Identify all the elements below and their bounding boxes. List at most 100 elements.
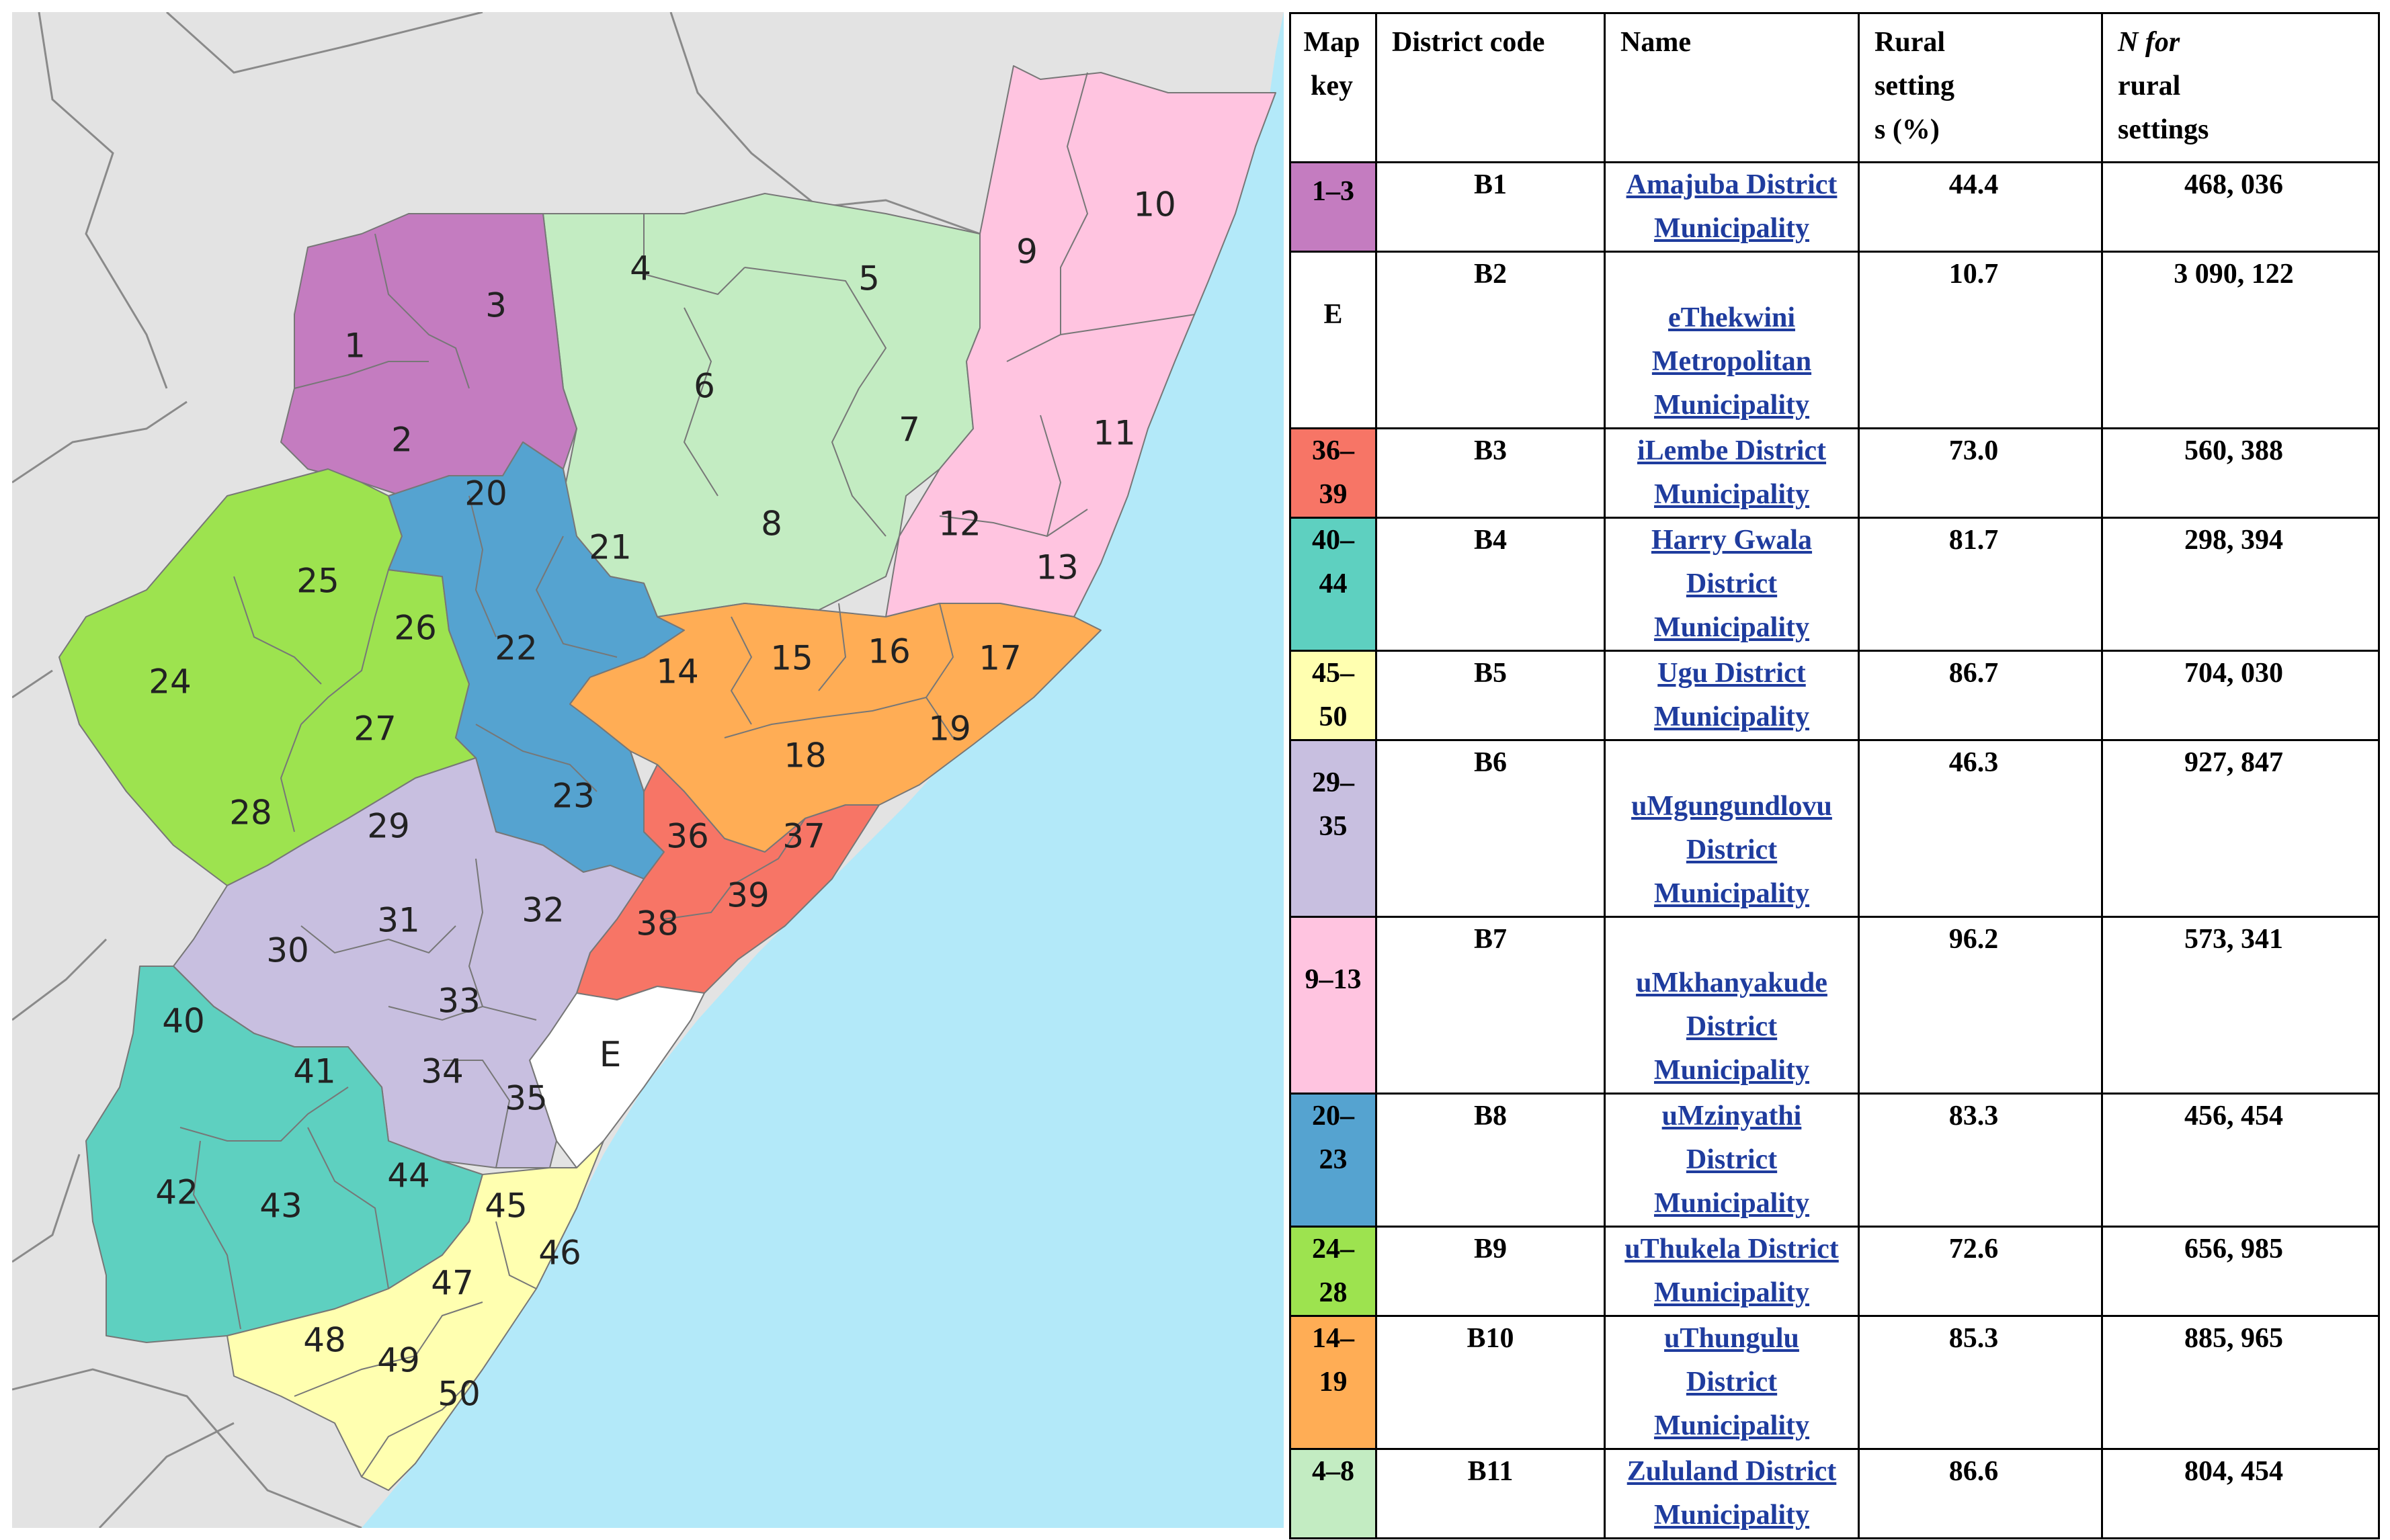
map-label-23: 23 (552, 777, 595, 816)
district-name-line: Municipality (1653, 390, 1810, 421)
district-name-link[interactable]: Harry Gwala District Municipality (1606, 519, 1858, 650)
map-key-text: 9–13 (1305, 964, 1362, 995)
district-name-link[interactable]: Amajuba District Municipality (1606, 163, 1858, 251)
n-rural-cell: 704, 030 (2101, 650, 2380, 741)
map-key-text: 39 (1319, 479, 1348, 510)
district-name-cell: Harry Gwala District Municipality (1604, 517, 1860, 652)
map-key-cell: 4–8 (1289, 1448, 1377, 1539)
district-name-link[interactable]: uMkhanyakude District Municipality (1606, 961, 1858, 1093)
map-label-8: 8 (761, 505, 782, 544)
district-name-cell: Ugu District Municipality (1604, 650, 1860, 741)
map-key-text: 40– (1312, 525, 1354, 556)
table-row: 45– 50 B5 Ugu District Municipality 86.7 704, … (1289, 650, 2380, 741)
map-label-40: 40 (162, 1002, 205, 1041)
district-name-link[interactable]: uMzinyathi District Municipality (1606, 1095, 1858, 1226)
map-label-4: 4 (630, 249, 651, 288)
district-name-link[interactable]: Ugu District Municipality (1606, 652, 1858, 739)
rural-percent-cell: 81.7 (1858, 517, 2103, 652)
n-rural-cell: 927, 847 (2101, 739, 2380, 918)
map-key-cell: 24– 28 (1289, 1226, 1377, 1317)
n-rural-cell: 468, 036 (2101, 161, 2380, 253)
map-key-cell: 1–3 (1289, 161, 1377, 253)
map-key-text: 50 (1319, 701, 1348, 732)
map-label-12: 12 (938, 505, 981, 544)
n-rural-cell: 560, 388 (2101, 427, 2380, 519)
map-key-cell: 29– 35 (1289, 739, 1377, 918)
map-label-30: 30 (266, 931, 309, 970)
map-key-text: 1–3 (1312, 176, 1354, 207)
map-label-46: 46 (538, 1234, 581, 1273)
rural-percent-cell: 83.3 (1858, 1093, 2103, 1228)
district-name-cell: uThukela District Municipality (1604, 1226, 1860, 1317)
header-district-code: District code (1375, 12, 1606, 163)
map-key-cell: E (1289, 251, 1377, 429)
district-name-line: Amajuba District (1626, 169, 1838, 200)
table-row: 24– 28 B9 uThukela District Municipality 72.6… (1289, 1226, 2380, 1317)
map-label-2: 2 (391, 421, 413, 460)
district-name-line: uThukela District (1624, 1234, 1839, 1265)
district-name-line: Municipality (1653, 213, 1810, 244)
district-name-cell: eThekwini Metropolitan Municipality (1604, 251, 1860, 429)
map-label-10: 10 (1133, 185, 1176, 224)
map-label-22: 22 (495, 629, 538, 668)
district-name-cell: uThungulu District Municipality (1604, 1315, 1860, 1450)
district-name-line: eThekwini (1667, 302, 1796, 333)
map-label-7: 7 (899, 411, 920, 450)
map-key-text: 4–8 (1312, 1456, 1354, 1487)
district-name-link[interactable]: uThukela District Municipality (1606, 1228, 1858, 1315)
district-code-cell: B3 (1375, 427, 1606, 519)
district-name-link[interactable]: eThekwini Metropolitan Municipality (1606, 296, 1858, 427)
district-name-line: District (1686, 1144, 1778, 1175)
map-label-E: E (600, 1035, 622, 1075)
map-key-text: 35 (1319, 811, 1348, 842)
n-rural-cell: 298, 394 (2101, 517, 2380, 652)
district-name-line: Municipality (1653, 612, 1810, 643)
district-name-line: Municipality (1653, 1055, 1810, 1086)
map-label-32: 32 (522, 891, 565, 930)
district-name-line: Municipality (1653, 479, 1810, 510)
map-label-16: 16 (868, 632, 911, 671)
district-code-cell: B5 (1375, 650, 1606, 741)
outside-borders (12, 12, 981, 1528)
district-name-line: Municipality (1653, 878, 1810, 909)
district-code-cell: B9 (1375, 1226, 1606, 1317)
table-row: 40– 44 B4 Harry Gwala District Municipality 81… (1289, 517, 2380, 652)
district-name-link[interactable]: iLembe District Municipality (1606, 429, 1858, 517)
map-key-cell: 36– 39 (1289, 427, 1377, 519)
map-label-35: 35 (505, 1079, 548, 1118)
map-label-33: 33 (438, 982, 481, 1021)
district-name-link[interactable]: Zululand District Municipality (1606, 1450, 1858, 1537)
district-code-cell: B7 (1375, 916, 1606, 1095)
map-label-5: 5 (858, 259, 880, 298)
map-key-text: E (1323, 299, 1343, 330)
district-name-line: District (1686, 1367, 1778, 1398)
map-label-49: 49 (377, 1341, 420, 1380)
map-key-text: 45– (1312, 658, 1354, 689)
district-name-link[interactable]: uThungulu District Municipality (1606, 1317, 1858, 1448)
map-label-11: 11 (1093, 414, 1136, 453)
table-row: E B2 eThekwini Metropolitan Municipality 10.7… (1289, 251, 2380, 429)
map-label-18: 18 (784, 736, 827, 775)
rural-percent-cell: 86.7 (1858, 650, 2103, 741)
district-name-line: Metropolitan (1651, 346, 1812, 377)
map-label-15: 15 (770, 639, 813, 678)
header-n-rural: N for rural settings (2101, 12, 2380, 163)
table-row: 4–8 B11 Zululand District Municipality 86.6 8… (1289, 1448, 2380, 1539)
district-name-link[interactable]: uMgungundlovu District Municipality (1606, 785, 1858, 916)
header-map-key: Map key (1289, 12, 1377, 163)
map-label-31: 31 (377, 901, 420, 940)
rural-percent-cell: 72.6 (1858, 1226, 2103, 1317)
map-label-34: 34 (421, 1052, 464, 1091)
n-rural-cell: 3 090, 122 (2101, 251, 2380, 429)
district-name-line: uMzinyathi (1661, 1101, 1802, 1131)
map-label-50: 50 (438, 1375, 481, 1414)
map-key-text: 28 (1319, 1277, 1348, 1308)
district-name-line: Zululand District (1626, 1456, 1837, 1487)
map-key-text: 24– (1312, 1234, 1354, 1265)
map-label-1: 1 (344, 327, 366, 366)
district-name-cell: Zululand District Municipality (1604, 1448, 1860, 1539)
map-label-41: 41 (293, 1052, 336, 1091)
district-code-cell: B1 (1375, 161, 1606, 253)
map-label-14: 14 (656, 652, 699, 691)
map-label-29: 29 (367, 807, 410, 846)
